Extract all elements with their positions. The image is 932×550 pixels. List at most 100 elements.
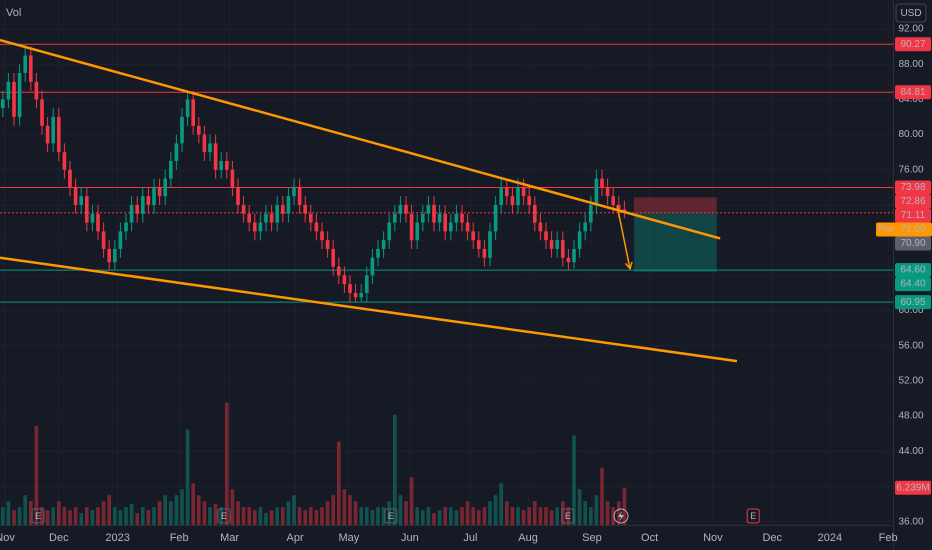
x-tick-label: Nov xyxy=(703,532,723,544)
y-tick-label: 88.00 xyxy=(898,59,923,70)
volume-bar xyxy=(140,507,145,525)
candle-body xyxy=(527,196,532,205)
volume-bar xyxy=(297,507,302,525)
price-label-box xyxy=(895,194,931,209)
volume-bar xyxy=(12,510,16,525)
candle-body xyxy=(516,187,520,205)
volume-bar xyxy=(353,501,358,525)
candle-body xyxy=(101,231,106,249)
volume-bar xyxy=(17,507,22,525)
volume-bar xyxy=(527,507,532,525)
candle-body xyxy=(364,275,369,293)
volume-bar xyxy=(163,495,168,525)
y-tick-label: 52.00 xyxy=(898,376,923,387)
price-pane xyxy=(0,38,893,363)
candle-body xyxy=(577,231,582,249)
volume-bar xyxy=(370,510,375,525)
candle-body xyxy=(219,160,224,170)
x-tick-label: Dec xyxy=(49,532,69,544)
candle-body xyxy=(493,204,498,232)
volume-bar xyxy=(191,483,196,525)
volume-bar xyxy=(275,507,280,525)
volume-bar xyxy=(348,495,352,525)
volume-bar xyxy=(448,507,453,525)
candle-body xyxy=(247,213,252,223)
candle-body xyxy=(476,240,481,249)
volume-bar xyxy=(202,501,207,525)
candle-body xyxy=(308,213,313,223)
volume-bar xyxy=(118,510,123,525)
volume-bar xyxy=(174,495,179,525)
volume-bar xyxy=(594,495,599,525)
candle-body xyxy=(471,231,476,241)
y-tick-label: 60.00 xyxy=(898,305,923,316)
volume-bar xyxy=(521,510,526,525)
x-tick-label: Dec xyxy=(762,532,782,544)
volume-bar xyxy=(583,501,588,525)
candle-body xyxy=(90,213,95,223)
price-label-box xyxy=(876,222,932,237)
volume-bar xyxy=(258,507,263,525)
volume-bar xyxy=(510,507,515,525)
candle-body xyxy=(118,231,123,249)
event-label: E xyxy=(35,511,41,521)
volume-bar xyxy=(471,507,476,525)
price-label: 90.27 xyxy=(900,39,925,50)
volume-bar xyxy=(420,510,425,525)
volume-bar xyxy=(34,425,39,525)
volume-bar xyxy=(129,504,134,525)
event-label: E xyxy=(750,511,756,521)
x-tick-label: Oct xyxy=(641,532,658,544)
price-label-box xyxy=(895,277,931,292)
event-marker xyxy=(746,508,760,524)
candle-body xyxy=(23,55,28,74)
candle-body xyxy=(280,204,285,214)
price-label: 64.40 xyxy=(900,279,925,290)
candle-body xyxy=(594,178,599,205)
candle-body xyxy=(488,231,492,258)
price-label-box xyxy=(895,208,931,223)
volume-bar xyxy=(68,510,72,525)
candle-body xyxy=(359,292,364,298)
volume-bar xyxy=(387,501,392,525)
candle-body xyxy=(583,222,588,232)
candle-body xyxy=(549,240,554,249)
volume-bar xyxy=(426,507,431,525)
volume-bar xyxy=(23,495,28,525)
x-tick-label: Jun xyxy=(401,532,419,544)
volume-bar xyxy=(359,507,364,525)
candle-body xyxy=(168,160,173,179)
candle-body xyxy=(555,240,560,249)
price-label: 73.98 xyxy=(900,182,925,193)
candle-body xyxy=(510,196,515,205)
candle-body xyxy=(129,204,134,223)
candle-body xyxy=(163,178,168,197)
price-label: 71.11 xyxy=(901,210,926,221)
volume-bar xyxy=(40,507,44,525)
candle-body xyxy=(96,213,100,232)
volume-bar xyxy=(208,507,212,525)
volume-bar xyxy=(157,501,162,525)
x-tick-label: May xyxy=(338,532,359,544)
candle-body xyxy=(600,178,604,188)
price-label: 60.95 xyxy=(900,297,925,308)
candle-body xyxy=(616,204,621,210)
volume-bar xyxy=(124,507,128,525)
volume-bar xyxy=(493,495,498,525)
volume-bar xyxy=(252,510,257,525)
volume-bar xyxy=(280,507,285,525)
volume-bar xyxy=(336,441,341,525)
currency-label[interactable]: USD xyxy=(900,8,921,19)
candle-body xyxy=(415,222,420,241)
y-tick-label: 80.00 xyxy=(898,129,923,140)
x-tick-label: Mar xyxy=(220,532,239,544)
volume-bar xyxy=(611,507,616,525)
y-tick-label: 76.00 xyxy=(898,164,923,175)
currency-button[interactable] xyxy=(895,3,927,23)
candle-body xyxy=(538,222,543,232)
candle-body xyxy=(409,213,414,241)
stop-zone xyxy=(633,197,717,213)
volume-bar xyxy=(454,510,459,525)
axes: 36.0040.0044.0048.0052.0056.0060.0064.00… xyxy=(0,24,932,544)
volume-bar xyxy=(532,501,537,525)
